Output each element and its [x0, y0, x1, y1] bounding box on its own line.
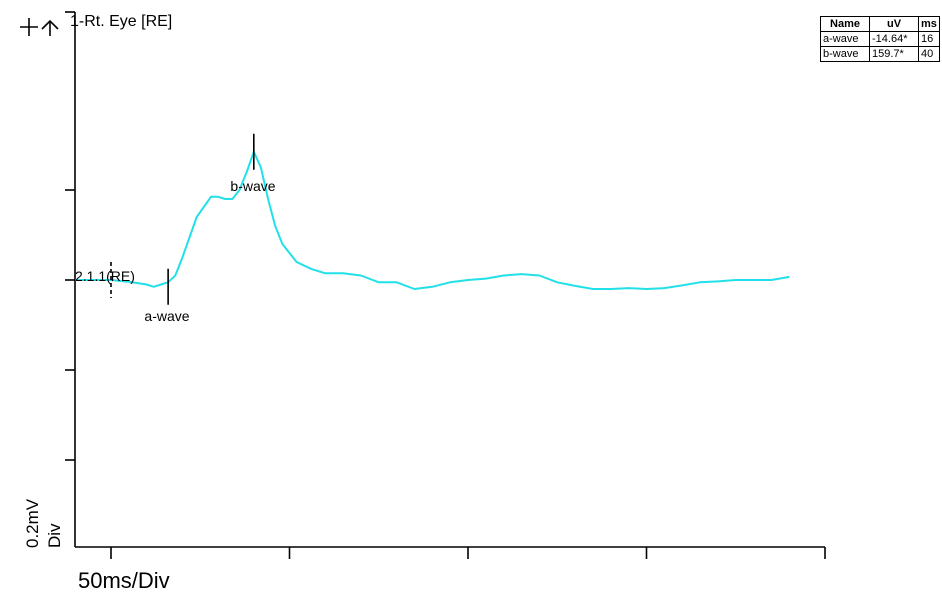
header-uv: uV: [869, 16, 919, 32]
header-ms: ms: [918, 16, 940, 32]
x-ticks: [110, 547, 826, 559]
series-line-2-1-1-re: [75, 150, 790, 290]
header-name: Name: [820, 16, 870, 32]
marker-label-b-wave: b-wave: [230, 178, 275, 194]
chart-title: 1-Rt. Eye [RE]: [70, 13, 172, 30]
marker-label-a-wave: a-wave: [144, 308, 189, 324]
y-axis-label-line1: 0.2mV: [23, 498, 42, 548]
cell-uv: 159.7*: [869, 46, 919, 62]
results-header-row: Name uV ms: [820, 16, 940, 32]
y-axis-label-line2: Div: [45, 523, 64, 548]
y-ticks: [65, 11, 75, 461]
arrow-up-icon[interactable]: [41, 19, 59, 36]
cell-ms: 16: [918, 31, 940, 47]
x-axis-label: 50ms/Div: [78, 568, 170, 593]
cell-name: a-wave: [820, 31, 870, 47]
cell-name: b-wave: [820, 46, 870, 62]
table-row: b-wave 159.7* 40: [820, 46, 940, 62]
series-label: 2.1.1(RE): [75, 268, 135, 284]
markers: [110, 133, 255, 305]
crosshair-icon[interactable]: [20, 18, 38, 36]
cell-ms: 40: [918, 46, 940, 62]
table-row: a-wave -14.64* 16: [820, 31, 940, 47]
cell-uv: -14.64*: [869, 31, 919, 47]
results-table: Name uV ms a-wave -14.64* 16 b-wave 159.…: [820, 16, 940, 62]
